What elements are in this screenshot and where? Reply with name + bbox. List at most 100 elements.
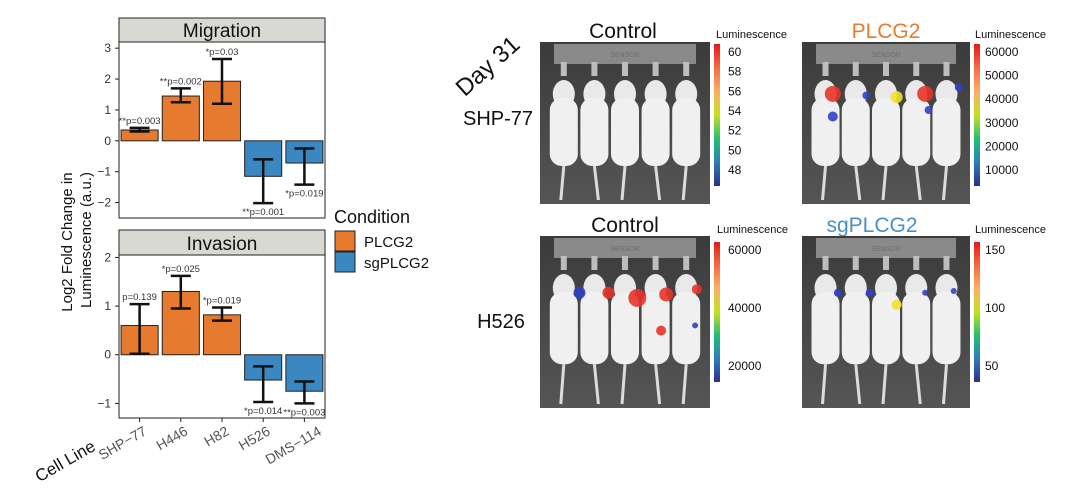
x-tick-label: DMS−114: [263, 423, 325, 468]
nose-cone: [943, 62, 950, 76]
mouse-body: [902, 98, 931, 167]
luminescence-signal: [833, 288, 842, 297]
colorbar-tick-label: 40000: [728, 301, 762, 315]
row-label-shp77: SHP-77: [463, 108, 533, 130]
mouse-tail: [914, 364, 922, 405]
luminescence-signal: [862, 91, 871, 100]
invasion-title: Invasion: [187, 234, 258, 255]
luminescence-signal: [922, 289, 929, 296]
mouse-body: [580, 292, 609, 365]
mouse-body: [872, 292, 900, 365]
colorbar-gradient: [974, 44, 980, 186]
colorbar-title: Luminescence: [717, 224, 788, 236]
mouse-body: [902, 292, 931, 365]
mouse-body: [580, 98, 609, 167]
luminescence-signal: [950, 288, 957, 295]
mouse-body: [611, 98, 639, 167]
mouse-tail: [559, 165, 566, 201]
plate-label: SENSOR: [610, 246, 640, 253]
colorbar-tick-label: 58: [728, 65, 742, 79]
nose-cone: [683, 62, 690, 76]
mouse-body: [811, 292, 840, 365]
plate-label: SENSOR: [871, 246, 901, 253]
migration-ytick-label: 0: [104, 134, 111, 148]
mouse-tail: [620, 165, 627, 201]
colorbar-tick-label: 50000: [985, 69, 1019, 83]
luminescence-signal: [691, 284, 702, 295]
plate-holder: [554, 238, 696, 258]
nose-cone: [622, 62, 628, 76]
mouse-body: [672, 98, 701, 167]
colorbar-tick-label: 52: [728, 124, 742, 138]
mouse-tail: [854, 165, 862, 201]
invasion-p-value: p=0.139: [122, 292, 157, 303]
legend-label-plcg2: PLCG2: [364, 234, 413, 251]
mouse-tail: [941, 364, 948, 405]
nose-cone: [591, 256, 598, 270]
mouse-body: [549, 98, 578, 167]
mouse-tail: [592, 364, 600, 405]
colorbar-tick-label: 60000: [985, 45, 1019, 59]
day-label: Day 31: [451, 31, 526, 102]
mouse-tail: [914, 165, 922, 201]
colorbar-tick-label: 30000: [985, 116, 1019, 130]
plate-label: SENSOR: [871, 52, 901, 59]
legend-swatch-plcg2: [334, 230, 356, 252]
mouse-body: [811, 98, 840, 167]
luminescence-signal: [602, 286, 615, 299]
luminescence-signal: [891, 299, 902, 310]
x-tick-label: H526: [236, 423, 273, 454]
mouse-tail: [854, 364, 862, 405]
luminescence-signal: [890, 91, 903, 104]
colorbar-tick-label: 54: [728, 104, 742, 118]
colorbar-tick-label: 60000: [728, 243, 762, 257]
condition-legend: Condition PLCG2 sgPLCG2: [334, 207, 429, 273]
mouse-tail: [559, 364, 566, 405]
nose-cone: [852, 256, 859, 270]
colorbar-tick-label: 40000: [985, 92, 1019, 106]
colorbar-tick-label: 100: [985, 301, 1005, 315]
luminescence-signal: [917, 85, 934, 102]
colorbar-1: Luminescence 60000 50000 40000 30000 20000 100…: [974, 29, 1046, 186]
luminescence-signal: [824, 85, 841, 102]
mouse-body: [611, 292, 639, 365]
migration-panel: Migration −2 −1 0 1 2 3 **p=0.003 **p=0.002 *p=0.…: [97, 17, 326, 219]
colorbar-gradient: [714, 242, 720, 382]
nose-cone: [560, 62, 567, 76]
title-plcg2: PLCG2: [852, 20, 921, 43]
colorbar-tick-label: 50: [985, 359, 999, 373]
migration-p-value: **p=0.003: [119, 116, 161, 127]
mouse-body: [841, 98, 870, 167]
shp77-plcg2-photo: SENSOR: [802, 42, 970, 204]
mouse-body: [672, 292, 701, 365]
mouse-body: [549, 292, 578, 365]
nose-cone: [822, 62, 829, 76]
invasion-p-value: **p=0.003: [283, 407, 325, 418]
imaging-panel: Day 31 SHP-77 H526 Control PLCG2 Control…: [451, 20, 1046, 408]
mouse-tail: [592, 165, 600, 201]
invasion-ytick-label: 2: [104, 250, 111, 264]
y-axis-label-line2: Luminescence (a.u.): [78, 172, 95, 308]
colorbar-3: Luminescence 150 100 50: [974, 224, 1046, 382]
migration-p-value: **p=0.001: [242, 207, 284, 218]
mouse-tail: [654, 165, 662, 201]
plate-holder: [554, 44, 696, 64]
mouse-tail: [881, 364, 888, 405]
row-label-h526: H526: [477, 311, 525, 333]
luminescence-signal: [628, 288, 647, 307]
mouse-body: [841, 292, 870, 365]
migration-ytick-label: 1: [104, 103, 111, 117]
luminescence-signal: [827, 111, 838, 122]
luminescence-signal: [656, 325, 667, 336]
migration-ytick-label: 2: [104, 72, 111, 86]
mouse-body: [932, 292, 961, 365]
luminescence-signal: [954, 83, 963, 92]
invasion-strip: [118, 229, 326, 256]
nose-cone: [591, 62, 598, 76]
mouse-tail: [881, 165, 888, 201]
invasion-ytick-label: 1: [104, 299, 111, 313]
legend-title: Condition: [334, 207, 410, 227]
colorbar-tick-label: 56: [728, 84, 742, 98]
y-axis-label: Log2 Fold Change in Luminescence (a.u.): [59, 168, 95, 311]
